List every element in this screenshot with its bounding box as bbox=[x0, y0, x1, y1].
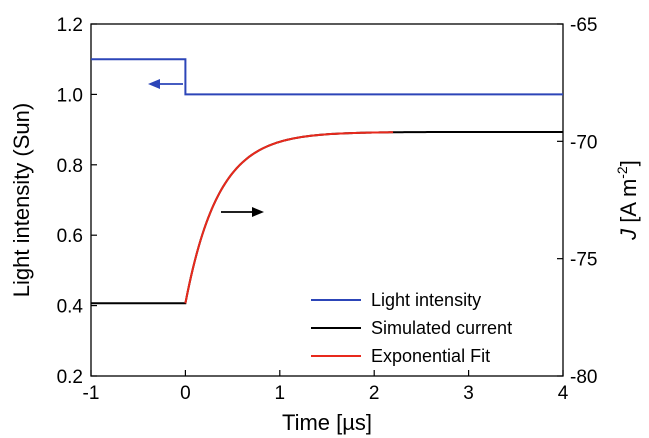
x-axis-title: Time [µs] bbox=[282, 410, 372, 435]
right-y-axis-title-symbol: J bbox=[616, 228, 641, 241]
plot-frame bbox=[90, 23, 564, 377]
right-y-axis-ticks: -80 -75 -70 -65 bbox=[557, 15, 597, 388]
x-tick-label: 2 bbox=[369, 383, 380, 404]
x-axis-ticks: -1 0 1 2 3 4 bbox=[83, 370, 569, 404]
axis-arrows bbox=[148, 79, 264, 217]
right-y-tick-label: -70 bbox=[570, 132, 597, 153]
left-axis-arrow-head bbox=[148, 79, 160, 89]
right-axis-arrow-head bbox=[252, 207, 264, 217]
right-y-axis-title: J [A m-2] bbox=[614, 160, 641, 241]
series-simulated-current-line bbox=[91, 130, 563, 305]
legend-label-light-intensity: Light intensity bbox=[371, 290, 481, 310]
legend-label-simulated-current: Simulated current bbox=[371, 318, 512, 338]
left-y-tick-label: 1.0 bbox=[57, 85, 83, 106]
right-y-tick-label: -65 bbox=[570, 15, 597, 36]
right-y-axis-title-unit: [A m bbox=[616, 179, 641, 229]
legend-label-exponential-fit: Exponential Fit bbox=[371, 346, 490, 366]
x-tick-label: 4 bbox=[558, 383, 569, 404]
legend: Light intensity Simulated current Expone… bbox=[311, 290, 512, 366]
x-tick-label: 3 bbox=[463, 383, 474, 404]
left-y-tick-label: 1.2 bbox=[57, 15, 83, 36]
x-tick-label: 1 bbox=[275, 383, 286, 404]
right-y-tick-label: -75 bbox=[570, 250, 597, 271]
x-tick-label: -1 bbox=[83, 383, 100, 404]
right-y-axis-title-end: ] bbox=[616, 160, 641, 166]
x-tick-label: 0 bbox=[180, 383, 191, 404]
left-y-tick-label: 0.4 bbox=[57, 297, 84, 318]
left-y-tick-label: 0.6 bbox=[57, 226, 83, 247]
series-light-intensity-line bbox=[91, 58, 563, 96]
left-y-axis-title: Light intensity (Sun) bbox=[9, 103, 34, 297]
right-y-tick-label: -80 bbox=[570, 367, 597, 388]
right-y-axis-title-exponent: -2 bbox=[614, 166, 630, 179]
left-y-axis-ticks: 0.2 0.4 0.6 0.8 1.0 1.2 bbox=[57, 15, 97, 388]
series-layer bbox=[91, 58, 563, 305]
left-y-tick-label: 0.8 bbox=[57, 156, 83, 177]
left-y-tick-label: 0.2 bbox=[57, 367, 83, 388]
series-exponential-fit-line bbox=[184, 131, 394, 304]
